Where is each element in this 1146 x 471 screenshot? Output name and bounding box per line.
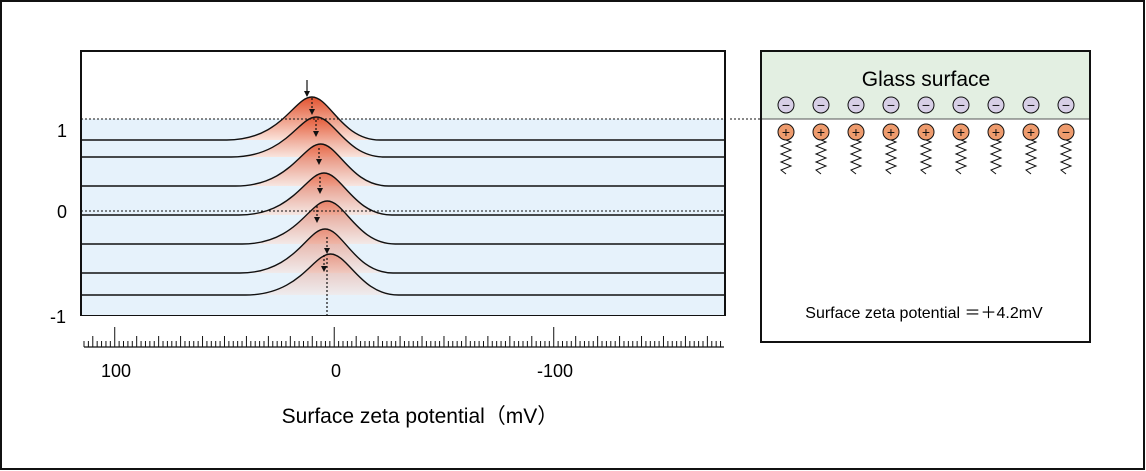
svg-text:+: +	[1027, 124, 1035, 140]
svg-text:−: −	[992, 97, 1000, 113]
x-tick-label-minus-100: -100	[537, 361, 573, 381]
peak-arrowhead	[317, 188, 323, 194]
plot-band	[82, 186, 724, 215]
tether-zigzag	[919, 139, 933, 175]
svg-text:+: +	[852, 124, 860, 140]
svg-text:+: +	[887, 124, 895, 140]
peak-arrowhead	[314, 217, 320, 223]
tether-zigzag	[989, 139, 1003, 175]
peak-arrowhead	[313, 131, 319, 137]
svg-text:−: −	[1027, 97, 1035, 113]
negative-charge-icon: −	[777, 96, 795, 114]
peak-fill	[235, 144, 389, 186]
positive-charge-icon: +	[847, 123, 865, 141]
plot-band	[82, 157, 724, 186]
negative-charge-icon: −	[1022, 96, 1040, 114]
glass-surface-title: Glass surface	[862, 68, 990, 91]
y-tick-label-0: 0	[57, 202, 67, 222]
peak-curve	[82, 172, 724, 216]
negative-charge-icon: −	[1057, 96, 1075, 114]
x-tick-label-0: 0	[331, 361, 341, 381]
x-axis-title: Surface zeta potential（mV）	[282, 405, 559, 428]
positive-charge-icon: +	[777, 123, 795, 141]
plot-band	[82, 244, 724, 273]
positive-charge-icon: +	[917, 123, 935, 141]
x-axis-ruler	[83, 327, 724, 348]
svg-text:−: −	[957, 97, 965, 113]
negative-charge-icon: −	[987, 96, 1005, 114]
svg-text:+: +	[922, 124, 930, 140]
plot-band	[82, 119, 724, 140]
plot-layer	[81, 80, 726, 315]
peak-fill	[231, 117, 385, 157]
peak-arrowhead	[304, 91, 310, 97]
positive-charge-icon: +	[987, 123, 1005, 141]
tether-zigzag	[884, 139, 898, 175]
svg-text:−: −	[782, 97, 790, 113]
tether-zigzag	[1024, 139, 1038, 175]
svg-text:+: +	[817, 124, 825, 140]
peak-fill	[245, 254, 399, 295]
peak-arrowhead	[324, 248, 330, 254]
tether-zigzag	[814, 139, 828, 175]
y-tick-label-minus-1: -1	[50, 307, 66, 327]
svg-text:−: −	[1062, 97, 1070, 113]
peak-curve	[82, 143, 724, 187]
negative-charge-icon: −	[847, 96, 865, 114]
peak-curve	[82, 116, 724, 158]
svg-text:+: +	[957, 124, 965, 140]
tether-zigzag	[954, 139, 968, 175]
plot-band	[82, 295, 724, 315]
svg-text:−: −	[922, 97, 930, 113]
tether-zigzag	[849, 139, 863, 175]
peak-arrowhead	[316, 159, 322, 165]
tether-zigzag	[1059, 139, 1073, 175]
peak-fill	[238, 173, 392, 215]
peak-curve	[82, 96, 724, 141]
plot-band	[82, 215, 724, 244]
svg-text:−: −	[1062, 124, 1070, 140]
peak-arrowhead	[321, 266, 327, 272]
negative-charge-icon: −	[917, 96, 935, 114]
peak-arrowhead	[309, 109, 315, 115]
peak-fill	[226, 97, 380, 140]
negative-charge-icon: −	[812, 96, 830, 114]
negative-charge-icon: −	[882, 96, 900, 114]
positive-charge-icon: −	[1057, 123, 1075, 141]
ion-layer: − − − − − − − − − + + + + + + + + −	[777, 96, 1075, 175]
peak-curve	[82, 200, 724, 245]
surface-zeta-text: Surface zeta potential ＝＋4.2mV	[805, 305, 1043, 322]
x-tick-label-100: 100	[101, 361, 131, 381]
svg-text:−: −	[817, 97, 825, 113]
positive-charge-icon: +	[882, 123, 900, 141]
svg-text:+: +	[782, 124, 790, 140]
peak-curve	[82, 253, 724, 296]
plot-band	[82, 140, 724, 157]
peak-curve	[82, 228, 724, 274]
peak-fill	[240, 229, 394, 273]
svg-text:−: −	[852, 97, 860, 113]
tether-zigzag	[779, 139, 793, 175]
plot-band	[82, 273, 724, 295]
positive-charge-icon: +	[812, 123, 830, 141]
peak-fill	[242, 201, 396, 244]
negative-charge-icon: −	[952, 96, 970, 114]
positive-charge-icon: +	[952, 123, 970, 141]
svg-text:−: −	[887, 97, 895, 113]
svg-text:+: +	[992, 124, 1000, 140]
y-tick-label-1: 1	[57, 121, 67, 141]
positive-charge-icon: +	[1022, 123, 1040, 141]
